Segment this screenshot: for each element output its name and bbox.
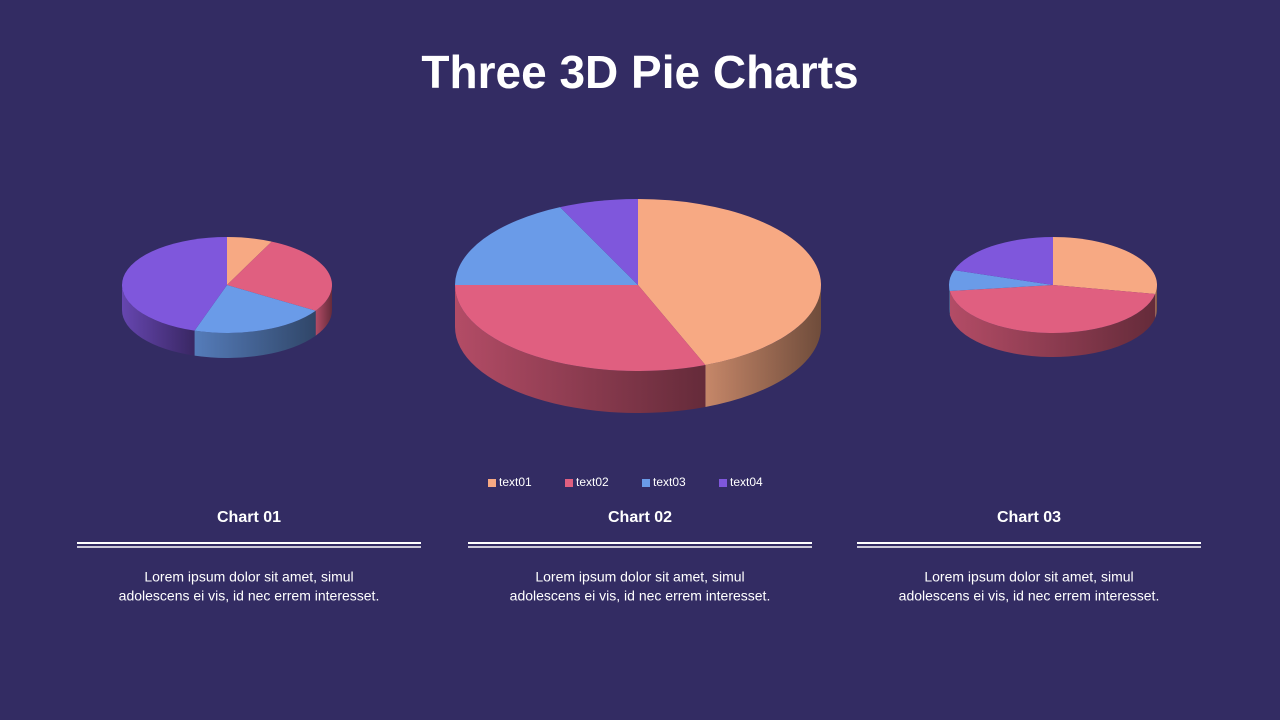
slice-side bbox=[194, 310, 316, 358]
caption-heading: Chart 02 bbox=[608, 509, 672, 526]
legend-swatch bbox=[642, 479, 650, 487]
legend-swatch bbox=[488, 479, 496, 487]
caption-text: Lorem ipsum dolor sit amet, simul bbox=[144, 569, 353, 585]
slice-top bbox=[948, 270, 1053, 292]
pie-slice bbox=[455, 285, 706, 413]
caption-text: adolescens ei vis, id nec errem interess… bbox=[510, 588, 771, 604]
slice-side bbox=[705, 285, 821, 407]
pie-slice bbox=[227, 237, 272, 285]
legend-label: text02 bbox=[576, 475, 609, 489]
legend-swatch bbox=[719, 479, 727, 487]
pie-slice bbox=[455, 207, 638, 285]
slice-top bbox=[949, 285, 1156, 334]
caption-text: adolescens ei vis, id nec errem interess… bbox=[899, 588, 1160, 604]
slice-side bbox=[122, 285, 195, 356]
legend-label: text01 bbox=[499, 475, 532, 489]
slice-side bbox=[315, 285, 332, 336]
slice-side bbox=[949, 291, 1156, 358]
caption-heading: Chart 03 bbox=[997, 509, 1061, 526]
pie-slice bbox=[227, 241, 332, 336]
slice-side bbox=[1155, 285, 1157, 318]
slice-top bbox=[638, 199, 821, 365]
slice-side bbox=[455, 285, 706, 413]
legend-label: text04 bbox=[730, 475, 763, 489]
pie-slice bbox=[949, 285, 1156, 358]
slice-top bbox=[1053, 237, 1158, 294]
caption-text: Lorem ipsum dolor sit amet, simul bbox=[535, 569, 744, 585]
caption-heading: Chart 01 bbox=[217, 509, 281, 526]
pie-slice bbox=[948, 270, 1053, 316]
slice-side bbox=[948, 285, 950, 316]
legend: text01 text02 text03 text04 bbox=[488, 475, 763, 489]
caption-text: Lorem ipsum dolor sit amet, simul bbox=[924, 569, 1133, 585]
slice-top bbox=[560, 198, 638, 285]
pie-slice bbox=[194, 285, 316, 358]
pie-slice bbox=[560, 198, 638, 285]
slice-top bbox=[122, 237, 227, 331]
pie-slice bbox=[638, 199, 821, 407]
legend-swatch bbox=[565, 479, 573, 487]
slice-top bbox=[227, 241, 332, 311]
slice-top bbox=[455, 285, 706, 371]
slice-top bbox=[954, 237, 1053, 285]
pie-slice bbox=[954, 237, 1053, 285]
pie-slice bbox=[122, 237, 227, 356]
legend-label: text03 bbox=[653, 475, 686, 489]
pie-slice bbox=[1053, 237, 1158, 318]
slice-top bbox=[194, 285, 316, 333]
caption-text: adolescens ei vis, id nec errem interess… bbox=[119, 588, 380, 604]
slide-title: Three 3D Pie Charts bbox=[421, 46, 858, 98]
slice-top bbox=[455, 207, 638, 285]
slice-top bbox=[227, 237, 272, 285]
